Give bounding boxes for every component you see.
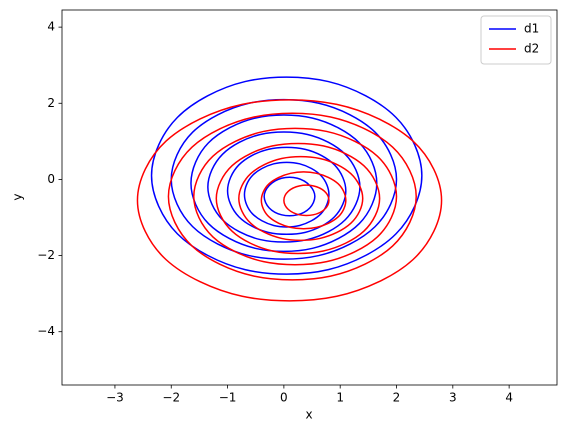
x-tick-label: 2 <box>393 391 401 405</box>
x-axis-label: x <box>305 408 312 422</box>
contour-line <box>136 99 443 302</box>
y-tick-label: 0 <box>47 172 55 186</box>
axes-frame <box>61 9 558 386</box>
contour-line <box>190 114 378 253</box>
x-tick-label: 4 <box>505 391 513 405</box>
contour-line <box>226 146 347 236</box>
legend-box <box>480 15 552 65</box>
x-tick-label: 3 <box>449 391 457 405</box>
legend-label: d2 <box>524 42 539 56</box>
y-axis-label: y <box>11 193 25 200</box>
contour-line <box>207 131 361 243</box>
legend-label: d1 <box>524 22 539 36</box>
contour-line <box>215 142 381 255</box>
contour-line <box>260 171 347 230</box>
y-tick-label: 4 <box>47 20 55 34</box>
contour-line <box>167 112 417 281</box>
x-tick-label: −2 <box>162 391 180 405</box>
y-tick-label: −4 <box>37 324 55 338</box>
contour-line <box>283 184 330 217</box>
contour-line <box>263 176 316 217</box>
y-tick-label: 2 <box>47 96 55 110</box>
x-tick-label: −1 <box>219 391 237 405</box>
x-tick-label: 1 <box>336 391 344 405</box>
contour-line <box>150 76 423 275</box>
x-tick-label: −3 <box>106 391 124 405</box>
contour-line <box>238 155 364 242</box>
y-tick-label: −2 <box>37 248 55 262</box>
contour-line <box>243 161 330 228</box>
x-tick-label: 0 <box>280 391 288 405</box>
contour-line <box>193 127 398 266</box>
